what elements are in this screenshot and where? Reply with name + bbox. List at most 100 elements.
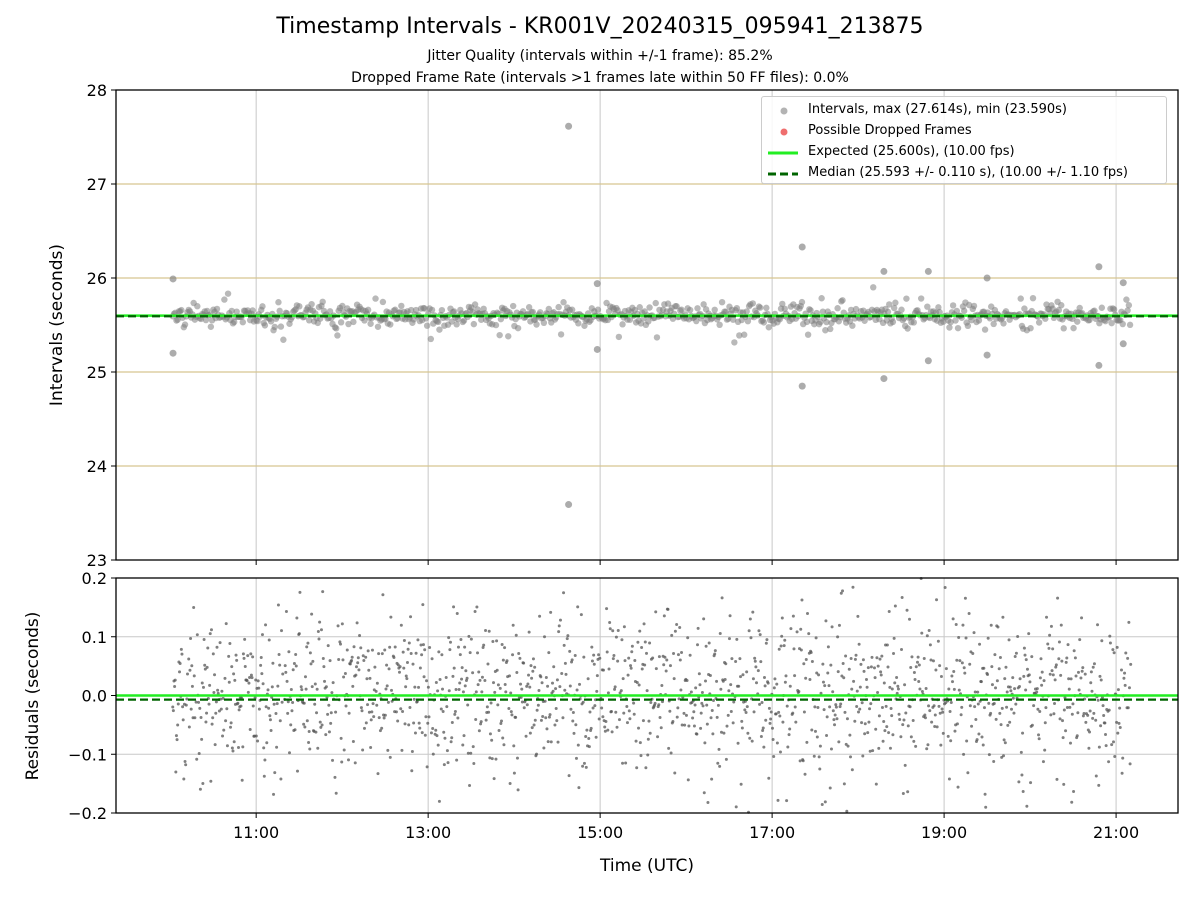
residual-point [260, 633, 264, 637]
interval-point [952, 317, 959, 324]
residual-point [193, 716, 197, 720]
residual-point [289, 687, 293, 691]
residual-point [847, 667, 851, 671]
residual-point [764, 641, 768, 645]
residual-point [1120, 771, 1124, 775]
residual-point [322, 665, 326, 669]
residual-point [501, 658, 505, 662]
residual-point [723, 677, 727, 681]
residual-point [520, 687, 524, 691]
residual-point [266, 688, 270, 692]
interval-point [1108, 319, 1115, 327]
residual-point [614, 710, 618, 714]
residual-point [451, 674, 455, 678]
residual-point [1003, 741, 1007, 745]
residual-point [224, 719, 228, 723]
x-axis-label: Time (UTC) [599, 856, 694, 876]
legend-item-expected: Expected (25.600s), (10.00 fps) [762, 143, 1166, 164]
interval-point [924, 303, 931, 310]
residual-point [692, 724, 696, 728]
residual-point [351, 684, 355, 688]
residual-point [1101, 704, 1105, 708]
residual-point [464, 679, 468, 683]
residual-point [329, 721, 333, 725]
residual-point [488, 732, 492, 736]
residual-point [804, 657, 808, 661]
residual-point [549, 610, 553, 614]
residual-point [362, 659, 366, 663]
residual-point [337, 658, 341, 662]
residual-point [1053, 702, 1057, 706]
residual-point [570, 658, 574, 662]
residual-point [380, 652, 384, 656]
residual-point [407, 723, 411, 727]
residual-point [834, 705, 838, 709]
interval-point [852, 305, 860, 313]
residual-point [352, 645, 356, 649]
interval-point [889, 318, 897, 326]
residual-point [775, 682, 779, 686]
residual-point [251, 704, 255, 708]
residual-point [354, 665, 358, 669]
residual-point [203, 667, 207, 671]
residual-point [503, 683, 507, 687]
residual-point [448, 648, 452, 652]
residual-point [481, 646, 485, 649]
residual-point [759, 735, 763, 739]
residual-point [721, 679, 725, 683]
residual-point [999, 723, 1003, 727]
legend-item-median: Median (25.593 +/- 0.110 s), (10.00 +/- … [762, 164, 1166, 185]
residual-point [716, 703, 720, 707]
residual-point [689, 690, 693, 694]
residual-point [366, 703, 370, 707]
residual-point [606, 691, 610, 695]
residual-point [643, 640, 647, 644]
residual-point [445, 749, 449, 753]
residual-point [876, 664, 880, 668]
residual-point [759, 660, 763, 664]
interval-point [798, 298, 806, 306]
residual-point [537, 689, 541, 693]
residual-point [387, 667, 391, 671]
residual-point [220, 689, 224, 693]
residual-point [813, 705, 817, 709]
residual-point [753, 656, 757, 660]
residual-point [926, 743, 930, 747]
residual-point [211, 716, 215, 720]
residual-point [684, 713, 688, 717]
residual-point [918, 687, 922, 691]
interval-point [910, 319, 917, 326]
residual-point [939, 674, 943, 678]
residual-point [850, 768, 854, 772]
interval-point [427, 335, 435, 343]
residual-point [384, 687, 388, 691]
residual-point [901, 792, 905, 796]
interval-point [917, 295, 925, 302]
residual-point [949, 701, 953, 705]
residual-point [1019, 750, 1023, 754]
residual-point [822, 708, 826, 712]
residual-point [866, 731, 870, 735]
residual-point [173, 685, 177, 689]
residual-point [1113, 754, 1117, 758]
residual-point [705, 703, 709, 707]
residual-point [504, 690, 508, 694]
residual-point [430, 657, 434, 661]
residual-point [810, 728, 814, 732]
residual-point [1074, 674, 1078, 678]
residual-point [292, 662, 296, 665]
residual-point [976, 690, 980, 694]
residual-point [250, 676, 254, 680]
residual-point [435, 734, 439, 738]
residual-point [464, 669, 468, 673]
residual-point [490, 757, 494, 761]
interval-point [514, 324, 522, 332]
residual-point [1063, 696, 1067, 700]
residual-point [297, 632, 301, 636]
interval-point [271, 323, 278, 331]
residual-point [989, 623, 993, 627]
residual-point [614, 635, 618, 639]
residual-point [211, 652, 215, 656]
residual-point [904, 711, 908, 715]
interval-point [898, 306, 905, 313]
